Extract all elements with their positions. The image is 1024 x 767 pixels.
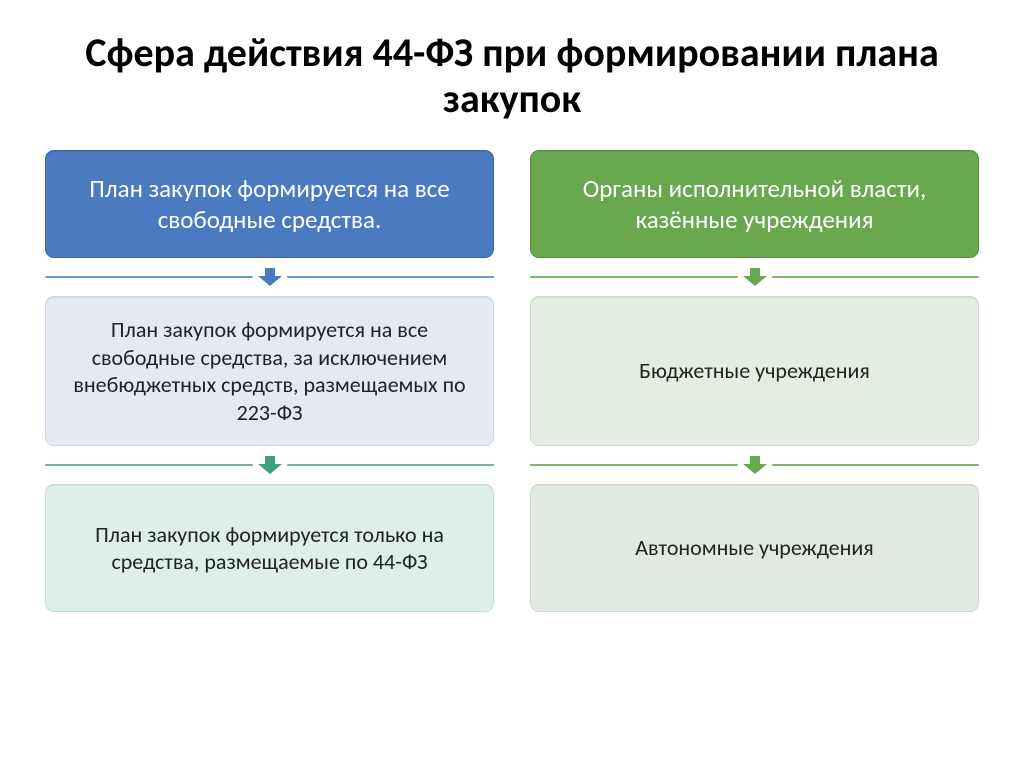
left-connector-2 [45,446,494,484]
arrow-down-icon [743,456,767,474]
columns-container: План закупок формируется на все свободны… [45,150,979,612]
left-box-3: План закупок формируется только на средс… [45,484,494,612]
right-connector-1 [530,258,979,296]
left-column: План закупок формируется на все свободны… [45,150,494,612]
right-connector-2 [530,446,979,484]
arrow-down-icon [743,268,767,286]
connector-line [772,276,980,278]
right-column: Органы исполнительной власти, казённые у… [530,150,979,612]
right-box-2: Бюджетные учреждения [530,296,979,446]
connector-line [45,276,253,278]
connector-line [287,464,495,466]
right-box-1: Органы исполнительной власти, казённые у… [530,150,979,258]
page-title: Сфера действия 44-ФЗ при формировании пл… [45,30,979,122]
connector-line [45,464,253,466]
connector-line [287,276,495,278]
arrow-down-icon [258,456,282,474]
right-box-3: Автономные учреждения [530,484,979,612]
left-box-2: План закупок формируется на все свободны… [45,296,494,446]
left-connector-1 [45,258,494,296]
connector-line [772,464,980,466]
left-box-1: План закупок формируется на все свободны… [45,150,494,258]
connector-line [530,276,738,278]
connector-line [530,464,738,466]
arrow-down-icon [258,268,282,286]
